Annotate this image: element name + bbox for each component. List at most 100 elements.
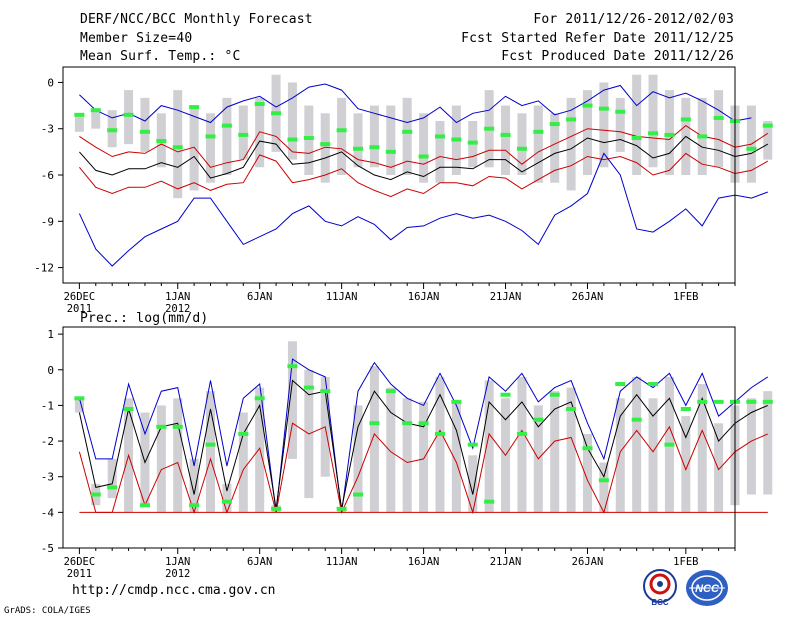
prec-obs-marker: [500, 392, 511, 397]
prec-obs-marker: [418, 421, 429, 426]
temp-ensemble-box: [386, 105, 396, 175]
bcc-logo: BCC: [643, 569, 677, 607]
temp-obs-marker: [451, 137, 462, 142]
prec-obs-marker: [582, 446, 593, 451]
prec-x-tick-label: 11JAN: [326, 556, 358, 568]
temp-obs-marker: [484, 126, 495, 131]
temp-ensemble-box: [501, 105, 511, 175]
temp-ensemble-box: [615, 97, 625, 152]
prec-ensemble-box: [468, 455, 478, 513]
ncc-logo: NCC: [686, 570, 728, 606]
prec-ensemble-box: [648, 398, 658, 513]
temp-ensemble-box: [550, 113, 560, 183]
temp-obs-marker: [238, 132, 249, 137]
source-url[interactable]: http://cmdp.ncc.cma.gov.cn: [72, 583, 276, 598]
temp-x-tick-label: 6JAN: [247, 291, 272, 303]
prec-obs-marker: [107, 485, 118, 490]
temp-y-tick-label: -6: [41, 169, 54, 182]
prec-ensemble-box: [615, 398, 625, 513]
prec-ensemble-box: [681, 416, 691, 513]
prec-obs-marker: [303, 385, 314, 390]
prec-obs-marker: [713, 399, 724, 404]
prec-ensemble-box: [107, 458, 117, 499]
temp-obs-marker: [271, 111, 282, 116]
prec-ensemble-box: [632, 376, 642, 513]
prec-ensemble-box: [582, 433, 592, 513]
temp-ensemble-box: [566, 97, 576, 191]
temp-obs-marker: [320, 142, 331, 147]
temp-obs-marker: [746, 146, 757, 151]
prec-obs-marker: [598, 478, 609, 483]
prec-obs-marker: [664, 442, 675, 447]
figure-title: DERF/NCC/BCC Monthly Forecast: [80, 12, 313, 27]
temp-ensemble-box: [435, 121, 445, 183]
temp-obs-marker: [713, 115, 724, 120]
prec-x-tick-label: 16JAN: [408, 556, 440, 568]
forecast-period: For 2011/12/26-2012/02/03: [533, 12, 734, 27]
prec-ensemble-box: [484, 380, 494, 513]
temp-ensemble-box: [648, 74, 658, 168]
temp-obs-marker: [582, 103, 593, 108]
temp-obs-marker: [156, 139, 167, 144]
prec-ensemble-box: [402, 398, 412, 513]
temp-obs-marker: [566, 117, 577, 122]
temp-x-tick-label: 16JAN: [408, 291, 440, 303]
prec-x-tick-label: 26JAN: [572, 556, 604, 568]
temp-y-tick-label: -12: [34, 262, 54, 275]
prec-y-tick-label: -4: [41, 506, 55, 519]
prec-ensemble-box: [222, 483, 232, 513]
prec-x-tick-label: 1FEB: [673, 556, 698, 568]
temp-ensemble-box: [763, 121, 773, 160]
prec-x-tick-label: 1JAN: [165, 556, 190, 568]
temp-obs-marker: [549, 122, 560, 127]
prec-obs-marker: [90, 492, 101, 497]
prec-obs-marker: [139, 503, 150, 508]
temp-x-tick-label: 11JAN: [326, 291, 358, 303]
temp-obs-marker: [254, 102, 265, 107]
prec-ensemble-box: [517, 376, 527, 513]
prec-ensemble-box: [435, 376, 445, 513]
temp-upper-line: [79, 124, 769, 168]
prec-ensemble-box: [746, 398, 756, 495]
prec-x-tick-year: 2011: [67, 568, 92, 580]
produced-date: Fcst Produced Date 2011/12/26: [501, 49, 734, 64]
temp-obs-marker: [353, 146, 364, 151]
prec-ensemble-box: [386, 387, 396, 513]
temp-ensemble-box: [74, 113, 84, 132]
prec-mean-line: [78, 379, 768, 509]
temp-obs-marker: [648, 131, 659, 136]
prec-obs-marker: [697, 399, 708, 404]
prec-obs-marker: [74, 396, 85, 401]
grads-credit: GrADS: COLA/IGES: [4, 606, 91, 616]
temp-ensemble-box: [714, 90, 724, 168]
prec-obs-marker: [680, 406, 691, 411]
temp-y-tick-label: 0: [47, 76, 54, 89]
temp-ensemble-box: [287, 82, 297, 160]
temp-x-tick-label: 26DEC: [64, 291, 96, 303]
bcc-logo-text: BCC: [651, 598, 669, 607]
prec-obs-marker: [189, 503, 200, 508]
temp-ensemble-box: [320, 113, 330, 183]
temp-obs-marker: [189, 105, 200, 110]
temp-obs-marker: [664, 132, 675, 137]
prec-obs-marker: [516, 431, 527, 436]
temp-obs-marker: [139, 129, 150, 134]
prec-ensemble-box: [238, 412, 248, 513]
temp-ensemble-box: [517, 113, 527, 175]
temp-x-tick-label: 21JAN: [490, 291, 522, 303]
prec-ensemble-box: [140, 412, 150, 506]
prec-obs-marker: [484, 499, 495, 504]
prec-obs-marker: [320, 389, 331, 394]
temp-ensemble-box: [222, 97, 232, 175]
temp-obs-marker: [369, 145, 380, 150]
prec-ensemble-box: [599, 462, 609, 513]
temp-ensemble-box: [353, 113, 363, 168]
prec-max-line: [78, 358, 769, 513]
prec-obs-marker: [221, 499, 232, 504]
temp-ensemble-box: [369, 105, 379, 168]
temp-obs-marker: [90, 108, 101, 113]
temp-min-line: [78, 152, 768, 267]
prec-obs-marker: [254, 396, 265, 401]
